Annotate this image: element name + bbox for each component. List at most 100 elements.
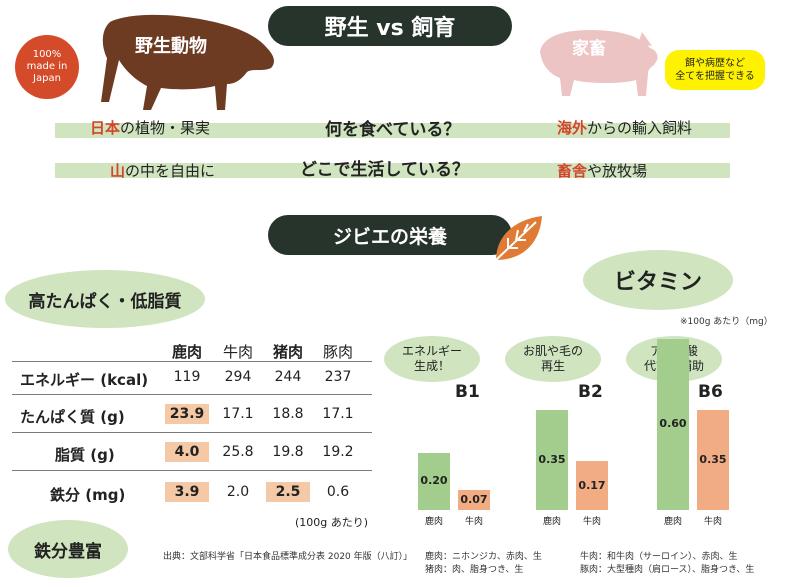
- table-cell: 294: [224, 369, 252, 385]
- note-line2: 全てを把握できる: [675, 71, 755, 82]
- wild-food-rest: の植物・果実: [120, 119, 211, 137]
- vitamin-unit-note: ※100g あたり（mg）: [680, 317, 773, 327]
- badge-line3: Japan: [33, 73, 61, 84]
- table-cell-highlight: 23.9: [165, 404, 209, 424]
- wild-habitat-rest: の中を自由に: [125, 162, 216, 180]
- wild-animal-label: 野生動物: [135, 36, 207, 57]
- vitamin-group-label: B6: [698, 382, 723, 402]
- compare-band-1: [55, 123, 730, 138]
- col-header-deer: 鹿肉: [171, 343, 202, 361]
- badge-line2: made in: [26, 61, 68, 72]
- high-protein-bubble: 高たんぱく・低脂質: [5, 270, 205, 328]
- table-cell: 18.8: [272, 406, 304, 422]
- farm-habitat-rest: や放牧場: [587, 162, 648, 180]
- table-cell: 25.8: [222, 444, 254, 460]
- badge-line1: 100%: [32, 49, 62, 60]
- farm-food-emphasis: 海外: [557, 119, 588, 137]
- bar: [697, 410, 729, 510]
- table-cell-highlight: 4.0: [165, 442, 209, 462]
- farm-food-text: 海外からの輸入飼料: [557, 117, 692, 138]
- question-habitat: どこで生活している？: [300, 160, 469, 180]
- bar-value-label: 0.35: [699, 453, 727, 466]
- high-protein-text: 高たんぱく・低脂質: [28, 291, 182, 312]
- source-pork: 豚肉：大型種肉（肩ロース）、脂身つき、生: [580, 565, 755, 575]
- row-label-protein: たんぱく質 (g): [20, 408, 125, 426]
- vitamin-bubble: ビタミン: [583, 250, 733, 310]
- b2-bubble: お肌や毛の 再生: [505, 336, 601, 382]
- vitamin-group-label: B2: [578, 382, 603, 402]
- wild-habitat-emphasis: 山: [110, 162, 126, 180]
- table-divider: [12, 432, 372, 433]
- series-tick-label: 牛肉: [464, 517, 483, 527]
- bar: [576, 461, 608, 510]
- table-cell: 119: [173, 369, 201, 385]
- source-boar: 猪肉：肉、脂身つき、生: [425, 565, 524, 575]
- compare-band-2: [55, 163, 730, 178]
- vitamin-title: ビタミン: [613, 270, 702, 295]
- bar-value-label: 0.35: [538, 453, 566, 466]
- bar-value-label: 0.20: [420, 474, 448, 488]
- nutrition-section-title: ジビエの栄養: [332, 225, 447, 248]
- series-tick-label: 鹿肉: [663, 517, 682, 527]
- series-tick-label: 鹿肉: [424, 517, 443, 527]
- table-cell-highlight: 2.5: [266, 482, 310, 502]
- wild-habitat-text: 山の中を自由に: [110, 160, 215, 181]
- source-beef: 牛肉：和牛肉（サーロイン）、赤肉、生: [580, 552, 738, 562]
- note-line1: 餌や病歴など: [685, 58, 745, 69]
- bar-value-label: 0.07: [460, 493, 488, 506]
- bar: [458, 490, 490, 510]
- question-food: 何を食べている？: [325, 120, 461, 140]
- series-tick-label: 牛肉: [582, 517, 601, 527]
- series-tick-label: 鹿肉: [542, 517, 561, 527]
- farm-habitat-text: 畜舎や放牧場: [557, 160, 647, 181]
- farm-habitat-emphasis: 畜舎: [557, 162, 588, 180]
- vitamin-group-label: B1: [455, 382, 480, 402]
- row-label-iron: 鉄分 (mg): [50, 486, 126, 504]
- pig-icon: [540, 30, 658, 96]
- col-header-boar: 猪肉: [272, 343, 303, 361]
- b1-bubble-line1: エネルギー: [401, 344, 462, 358]
- b1-bubble: エネルギー 生成！: [384, 336, 480, 382]
- series-tick-label: 牛肉: [703, 517, 722, 527]
- table-divider: [12, 394, 372, 395]
- row-label-energy: エネルギー (kcal): [20, 371, 149, 389]
- table-cell: 2.0: [226, 484, 250, 500]
- title-pill: 野生 vs 飼育: [268, 6, 512, 46]
- bar: [536, 410, 568, 510]
- made-in-japan-badge: 100% made in Japan: [15, 35, 79, 99]
- bar: [418, 452, 450, 510]
- table-cell-highlight: 3.9: [165, 482, 209, 502]
- table-divider: [12, 470, 372, 471]
- table-unit-note: (100g あたり): [295, 516, 369, 529]
- b1-bubble-line2: 生成！: [413, 359, 450, 373]
- table-cell: 17.1: [322, 406, 354, 422]
- nutrition-section-pill: ジビエの栄養: [268, 215, 512, 255]
- row-label-fat: 脂質 (g): [55, 446, 115, 464]
- wild-food-emphasis: 日本: [90, 119, 121, 137]
- table-cell: 17.1: [222, 406, 254, 422]
- table-cell: 19.8: [272, 444, 304, 460]
- iron-rich-text: 鉄分豊富: [34, 541, 102, 562]
- b6-bubble: アミノ酸 代謝の補助: [626, 336, 722, 382]
- source-line: 出典：文部科学省「日本食品標準成分表 2020 年版（八訂）」: [163, 552, 413, 562]
- livestock-label: 家畜: [572, 39, 606, 59]
- table-cell: 244: [274, 369, 302, 385]
- bar-value-label: 0.17: [578, 478, 606, 492]
- b6-bubble-line1: アミノ酸: [650, 344, 698, 358]
- note-bubble: 餌や病歴など 全てを把握できる: [665, 50, 765, 90]
- table-divider: [12, 361, 372, 362]
- leaf-icon: [495, 216, 542, 261]
- wild-food-text: 日本の植物・果実: [90, 117, 210, 138]
- table-cell: 0.6: [326, 484, 350, 500]
- table-cell: 237: [324, 369, 352, 385]
- farm-food-rest: からの輸入飼料: [587, 119, 693, 137]
- col-header-pork: 豚肉: [322, 343, 353, 361]
- page-title: 野生 vs 飼育: [324, 16, 456, 41]
- bar-value-label: 0.60: [659, 417, 687, 431]
- boar-icon: [101, 14, 274, 110]
- b2-bubble-line2: 再生: [540, 359, 565, 373]
- b6-bubble-line2: 代謝の補助: [643, 359, 704, 373]
- b2-bubble-line1: お肌や毛の: [522, 344, 583, 358]
- iron-rich-bubble: 鉄分豊富: [8, 520, 128, 578]
- col-header-beef: 牛肉: [222, 343, 253, 361]
